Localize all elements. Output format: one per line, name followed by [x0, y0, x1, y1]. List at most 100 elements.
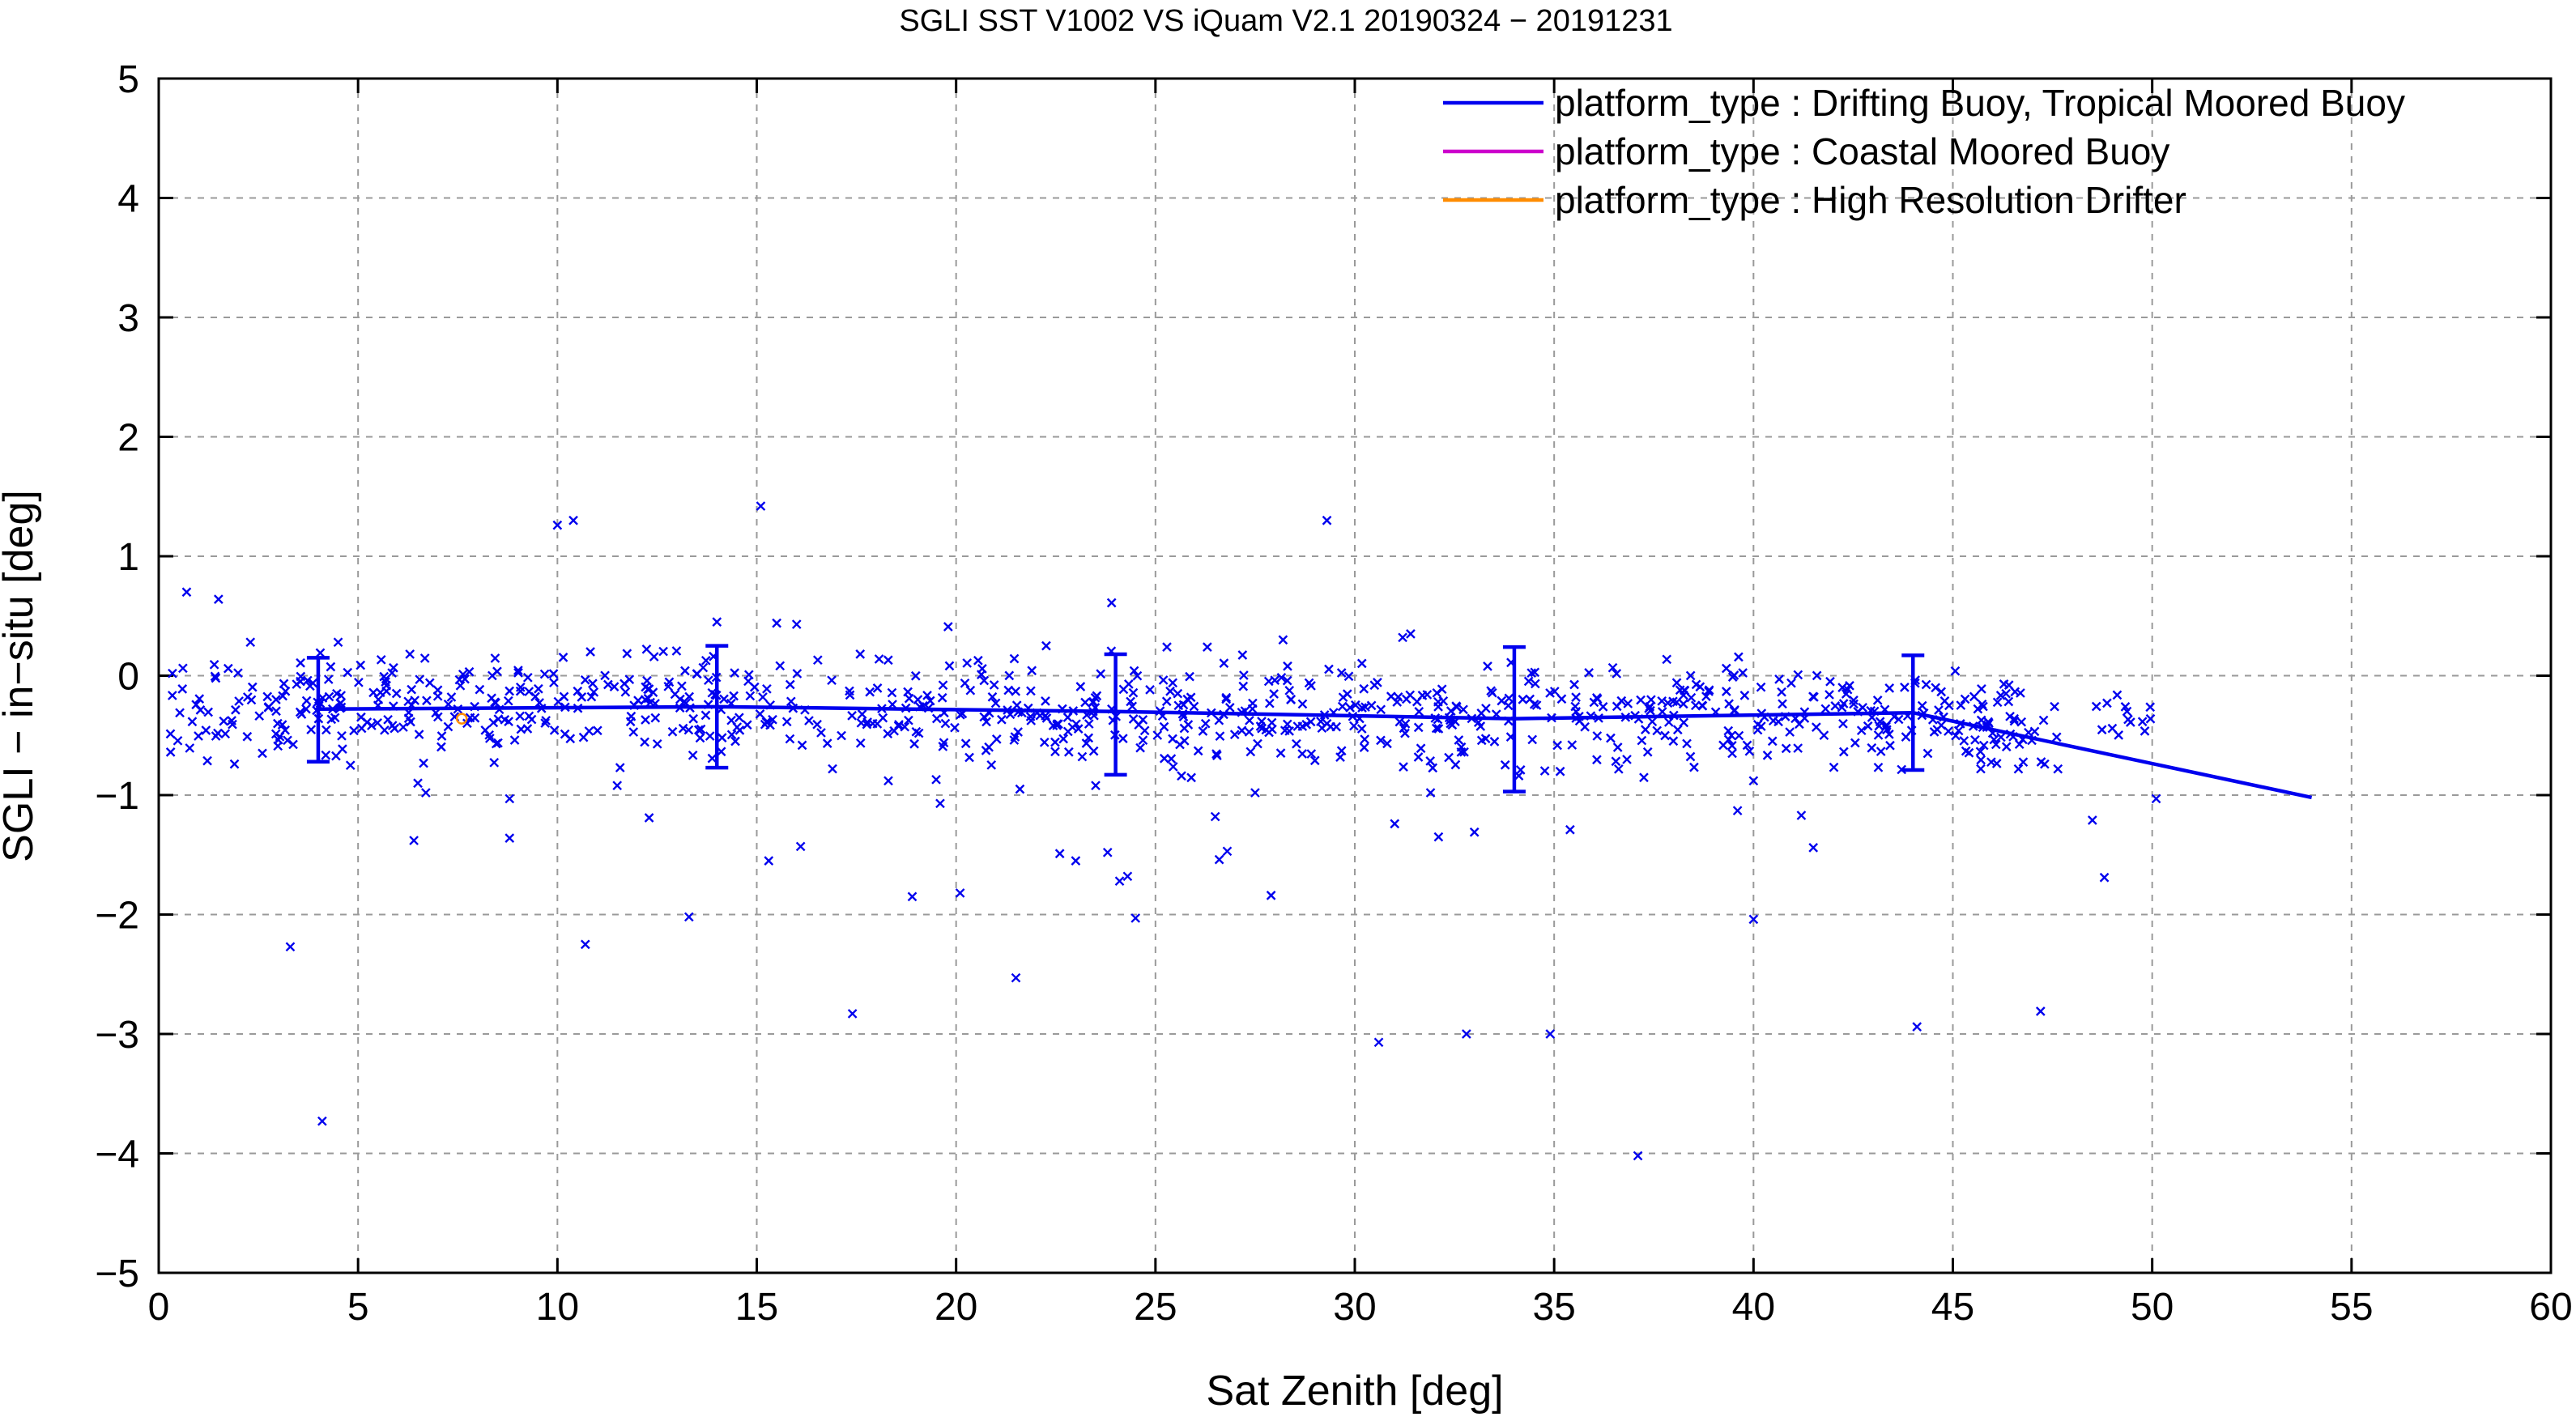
data-point: [688, 713, 699, 724]
data-point: [410, 696, 420, 705]
data-point: [1237, 650, 1248, 660]
data-point: [1695, 682, 1705, 692]
data-point: [1336, 668, 1347, 678]
data-point: [1096, 669, 1106, 679]
data-point: [1978, 740, 1989, 751]
data-point: [1637, 735, 1647, 746]
data-point: [990, 698, 1001, 708]
data-point: [695, 733, 705, 743]
data-point-outlier: [1278, 635, 1288, 645]
y-tick-label: 5: [117, 58, 139, 101]
data-point: [1238, 681, 1249, 691]
data-point: [816, 728, 826, 738]
data-point: [1305, 717, 1316, 727]
y-tick-label: 1: [117, 536, 139, 579]
data-point: [515, 682, 526, 692]
data-point: [1245, 747, 1256, 757]
data-point: [526, 714, 537, 725]
data-point: [539, 669, 550, 679]
data-point: [1612, 669, 1622, 679]
data-point: [1785, 727, 1795, 737]
data-point: [1284, 726, 1294, 736]
data-point: [1337, 701, 1348, 712]
data-point: [1837, 683, 1847, 693]
data-point-outlier: [1210, 811, 1220, 822]
data-point: [1185, 671, 1194, 682]
data-point: [1253, 738, 1262, 749]
data-point: [1686, 692, 1697, 703]
data-point: [278, 691, 287, 701]
data-point: [2140, 726, 2150, 736]
data-point: [628, 727, 639, 737]
data-point: [1343, 671, 1354, 682]
data-point: [804, 716, 814, 725]
data-point: [254, 711, 265, 721]
data-point: [1849, 699, 1859, 709]
data-point: [981, 746, 991, 755]
data-point: [1984, 718, 1994, 729]
data-point: [1679, 717, 1689, 728]
data-point: [1264, 698, 1275, 708]
data-point: [1041, 640, 1051, 651]
data-point: [696, 724, 706, 734]
data-point: [296, 709, 307, 719]
data-point: [745, 691, 756, 701]
data-point: [1607, 662, 1618, 673]
data-point: [490, 653, 500, 663]
data-point: [1793, 743, 1803, 753]
data-point: [768, 714, 777, 725]
data-point: [424, 678, 435, 688]
data-point: [1874, 721, 1884, 731]
data-point: [1342, 689, 1352, 699]
data-point: [2009, 713, 2020, 724]
data-point: [1598, 701, 1608, 712]
data-point: [585, 647, 595, 657]
data-point: [1198, 726, 1208, 736]
data-point: [1073, 724, 1084, 734]
data-point: [603, 679, 613, 690]
data-point: [2036, 757, 2046, 767]
data-point: [522, 672, 533, 683]
data-point: [1970, 734, 1980, 745]
data-point: [1539, 766, 1550, 776]
legend-label: platform_type : Coastal Moored Buoy: [1555, 130, 2169, 172]
data-point: [187, 717, 198, 727]
data-point-outlier: [1808, 843, 1819, 853]
data-point: [1786, 678, 1796, 688]
data-point: [664, 677, 675, 687]
data-point: [577, 692, 587, 702]
y-tick-label: 4: [117, 178, 139, 221]
data-point: [684, 691, 695, 702]
data-point: [1186, 772, 1196, 783]
data-point: [534, 683, 543, 694]
y-tick-label: −4: [95, 1134, 139, 1176]
data-point: [1812, 722, 1821, 732]
data-point: [1873, 730, 1884, 740]
data-point: [1612, 701, 1622, 712]
data-point: [1138, 735, 1148, 746]
data-point: [1286, 695, 1296, 705]
data-point: [1247, 704, 1258, 714]
data-point-outlier: [683, 912, 694, 922]
data-point: [349, 725, 359, 736]
data-point: [785, 734, 795, 744]
data-point: [719, 694, 729, 704]
data-point: [1306, 681, 1316, 691]
data-point: [964, 752, 974, 763]
data-point: [1591, 692, 1602, 703]
data-point: [288, 739, 298, 750]
data-point: [1876, 747, 1886, 756]
data-point: [1322, 718, 1332, 729]
data-point: [909, 738, 919, 749]
data-point-outlier: [1114, 876, 1125, 887]
data-point: [1555, 766, 1565, 776]
data-point: [263, 703, 274, 713]
data-point: [987, 691, 998, 702]
data-point: [640, 737, 649, 747]
data-point: [432, 685, 443, 696]
data-point: [2013, 764, 2024, 774]
data-point: [1168, 734, 1177, 744]
data-point: [1897, 764, 1907, 775]
data-point: [1446, 706, 1456, 716]
data-point-outlier: [229, 759, 240, 769]
